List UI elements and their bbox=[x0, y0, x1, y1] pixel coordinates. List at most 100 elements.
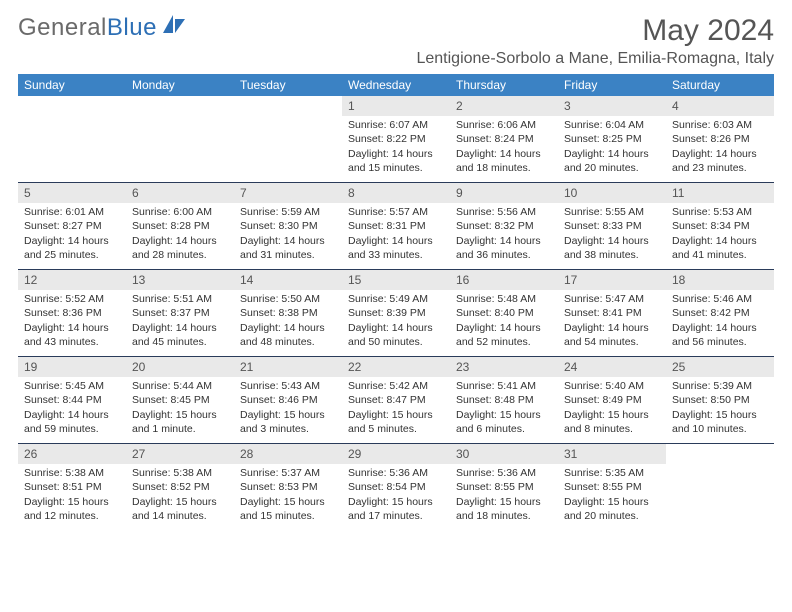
sunrise-text: Sunrise: 5:35 AM bbox=[564, 466, 660, 480]
calendar-cell: 3Sunrise: 6:04 AMSunset: 8:25 PMDaylight… bbox=[558, 96, 666, 182]
day-number: 23 bbox=[450, 357, 558, 377]
daylight-text: Daylight: 15 hours and 12 minutes. bbox=[24, 495, 120, 523]
sunset-text: Sunset: 8:54 PM bbox=[348, 480, 444, 494]
calendar-cell: 12Sunrise: 5:52 AMSunset: 8:36 PMDayligh… bbox=[18, 270, 126, 356]
logo-sail-icon bbox=[161, 13, 187, 42]
calendar-cell: 28Sunrise: 5:37 AMSunset: 8:53 PMDayligh… bbox=[234, 444, 342, 530]
cell-body: Sunrise: 5:39 AMSunset: 8:50 PMDaylight:… bbox=[666, 379, 774, 440]
week-row: 19Sunrise: 5:45 AMSunset: 8:44 PMDayligh… bbox=[18, 357, 774, 444]
day-number: 7 bbox=[234, 183, 342, 203]
sunrise-text: Sunrise: 5:38 AM bbox=[24, 466, 120, 480]
day-header-mon: Monday bbox=[126, 74, 234, 96]
weeks-container: 1Sunrise: 6:07 AMSunset: 8:22 PMDaylight… bbox=[18, 96, 774, 530]
cell-body: Sunrise: 6:07 AMSunset: 8:22 PMDaylight:… bbox=[342, 118, 450, 179]
sunset-text: Sunset: 8:22 PM bbox=[348, 132, 444, 146]
sunrise-text: Sunrise: 6:06 AM bbox=[456, 118, 552, 132]
sunset-text: Sunset: 8:34 PM bbox=[672, 219, 768, 233]
sunset-text: Sunset: 8:51 PM bbox=[24, 480, 120, 494]
sunrise-text: Sunrise: 5:59 AM bbox=[240, 205, 336, 219]
cell-body: Sunrise: 5:35 AMSunset: 8:55 PMDaylight:… bbox=[558, 466, 666, 527]
logo-text-gray: General bbox=[18, 14, 107, 42]
calendar-cell: 16Sunrise: 5:48 AMSunset: 8:40 PMDayligh… bbox=[450, 270, 558, 356]
sunrise-text: Sunrise: 5:41 AM bbox=[456, 379, 552, 393]
sunset-text: Sunset: 8:32 PM bbox=[456, 219, 552, 233]
cell-body: Sunrise: 5:52 AMSunset: 8:36 PMDaylight:… bbox=[18, 292, 126, 353]
daylight-text: Daylight: 14 hours and 33 minutes. bbox=[348, 234, 444, 262]
day-number: 14 bbox=[234, 270, 342, 290]
day-number: 19 bbox=[18, 357, 126, 377]
day-header-tue: Tuesday bbox=[234, 74, 342, 96]
calendar-cell bbox=[126, 96, 234, 182]
daylight-text: Daylight: 14 hours and 18 minutes. bbox=[456, 147, 552, 175]
sunrise-text: Sunrise: 6:00 AM bbox=[132, 205, 228, 219]
calendar-cell: 18Sunrise: 5:46 AMSunset: 8:42 PMDayligh… bbox=[666, 270, 774, 356]
calendar-cell bbox=[18, 96, 126, 182]
calendar-cell: 13Sunrise: 5:51 AMSunset: 8:37 PMDayligh… bbox=[126, 270, 234, 356]
header: GeneralBlue May 2024 Lentigione-Sorbolo … bbox=[18, 14, 774, 68]
sunset-text: Sunset: 8:52 PM bbox=[132, 480, 228, 494]
daylight-text: Daylight: 14 hours and 28 minutes. bbox=[132, 234, 228, 262]
cell-body: Sunrise: 5:49 AMSunset: 8:39 PMDaylight:… bbox=[342, 292, 450, 353]
sunset-text: Sunset: 8:55 PM bbox=[564, 480, 660, 494]
sunrise-text: Sunrise: 5:57 AM bbox=[348, 205, 444, 219]
sunrise-text: Sunrise: 5:50 AM bbox=[240, 292, 336, 306]
calendar-cell: 26Sunrise: 5:38 AMSunset: 8:51 PMDayligh… bbox=[18, 444, 126, 530]
day-number: 6 bbox=[126, 183, 234, 203]
sunrise-text: Sunrise: 5:51 AM bbox=[132, 292, 228, 306]
calendar-cell: 8Sunrise: 5:57 AMSunset: 8:31 PMDaylight… bbox=[342, 183, 450, 269]
day-number: 5 bbox=[18, 183, 126, 203]
sunrise-text: Sunrise: 5:36 AM bbox=[348, 466, 444, 480]
cell-body: Sunrise: 5:43 AMSunset: 8:46 PMDaylight:… bbox=[234, 379, 342, 440]
calendar-cell bbox=[234, 96, 342, 182]
calendar-cell: 22Sunrise: 5:42 AMSunset: 8:47 PMDayligh… bbox=[342, 357, 450, 443]
sunrise-text: Sunrise: 5:55 AM bbox=[564, 205, 660, 219]
cell-body: Sunrise: 5:50 AMSunset: 8:38 PMDaylight:… bbox=[234, 292, 342, 353]
sunset-text: Sunset: 8:27 PM bbox=[24, 219, 120, 233]
sunset-text: Sunset: 8:24 PM bbox=[456, 132, 552, 146]
day-number: 20 bbox=[126, 357, 234, 377]
day-number: 2 bbox=[450, 96, 558, 116]
cell-body: Sunrise: 5:53 AMSunset: 8:34 PMDaylight:… bbox=[666, 205, 774, 266]
sunset-text: Sunset: 8:30 PM bbox=[240, 219, 336, 233]
week-row: 1Sunrise: 6:07 AMSunset: 8:22 PMDaylight… bbox=[18, 96, 774, 183]
daylight-text: Daylight: 14 hours and 59 minutes. bbox=[24, 408, 120, 436]
sunset-text: Sunset: 8:48 PM bbox=[456, 393, 552, 407]
sunrise-text: Sunrise: 5:49 AM bbox=[348, 292, 444, 306]
calendar-cell: 5Sunrise: 6:01 AMSunset: 8:27 PMDaylight… bbox=[18, 183, 126, 269]
sunset-text: Sunset: 8:42 PM bbox=[672, 306, 768, 320]
calendar-cell: 11Sunrise: 5:53 AMSunset: 8:34 PMDayligh… bbox=[666, 183, 774, 269]
sunset-text: Sunset: 8:53 PM bbox=[240, 480, 336, 494]
sunrise-text: Sunrise: 5:56 AM bbox=[456, 205, 552, 219]
daylight-text: Daylight: 14 hours and 36 minutes. bbox=[456, 234, 552, 262]
cell-body: Sunrise: 5:42 AMSunset: 8:47 PMDaylight:… bbox=[342, 379, 450, 440]
day-number: 4 bbox=[666, 96, 774, 116]
daylight-text: Daylight: 14 hours and 25 minutes. bbox=[24, 234, 120, 262]
calendar-cell: 20Sunrise: 5:44 AMSunset: 8:45 PMDayligh… bbox=[126, 357, 234, 443]
day-number: 13 bbox=[126, 270, 234, 290]
daylight-text: Daylight: 15 hours and 10 minutes. bbox=[672, 408, 768, 436]
sunrise-text: Sunrise: 5:39 AM bbox=[672, 379, 768, 393]
calendar-cell: 6Sunrise: 6:00 AMSunset: 8:28 PMDaylight… bbox=[126, 183, 234, 269]
calendar-cell: 21Sunrise: 5:43 AMSunset: 8:46 PMDayligh… bbox=[234, 357, 342, 443]
daylight-text: Daylight: 15 hours and 3 minutes. bbox=[240, 408, 336, 436]
daylight-text: Daylight: 14 hours and 23 minutes. bbox=[672, 147, 768, 175]
daylight-text: Daylight: 14 hours and 38 minutes. bbox=[564, 234, 660, 262]
sunrise-text: Sunrise: 5:40 AM bbox=[564, 379, 660, 393]
calendar-cell: 24Sunrise: 5:40 AMSunset: 8:49 PMDayligh… bbox=[558, 357, 666, 443]
calendar-cell: 15Sunrise: 5:49 AMSunset: 8:39 PMDayligh… bbox=[342, 270, 450, 356]
cell-body: Sunrise: 6:03 AMSunset: 8:26 PMDaylight:… bbox=[666, 118, 774, 179]
daylight-text: Daylight: 14 hours and 56 minutes. bbox=[672, 321, 768, 349]
sunset-text: Sunset: 8:47 PM bbox=[348, 393, 444, 407]
cell-body: Sunrise: 5:57 AMSunset: 8:31 PMDaylight:… bbox=[342, 205, 450, 266]
sunset-text: Sunset: 8:36 PM bbox=[24, 306, 120, 320]
cell-body: Sunrise: 5:41 AMSunset: 8:48 PMDaylight:… bbox=[450, 379, 558, 440]
calendar-cell: 19Sunrise: 5:45 AMSunset: 8:44 PMDayligh… bbox=[18, 357, 126, 443]
cell-body: Sunrise: 5:56 AMSunset: 8:32 PMDaylight:… bbox=[450, 205, 558, 266]
day-number: 16 bbox=[450, 270, 558, 290]
daylight-text: Daylight: 14 hours and 41 minutes. bbox=[672, 234, 768, 262]
daylight-text: Daylight: 14 hours and 52 minutes. bbox=[456, 321, 552, 349]
sunrise-text: Sunrise: 5:38 AM bbox=[132, 466, 228, 480]
logo: GeneralBlue bbox=[18, 14, 187, 42]
day-number: 10 bbox=[558, 183, 666, 203]
logo-text-blue: Blue bbox=[107, 14, 157, 42]
